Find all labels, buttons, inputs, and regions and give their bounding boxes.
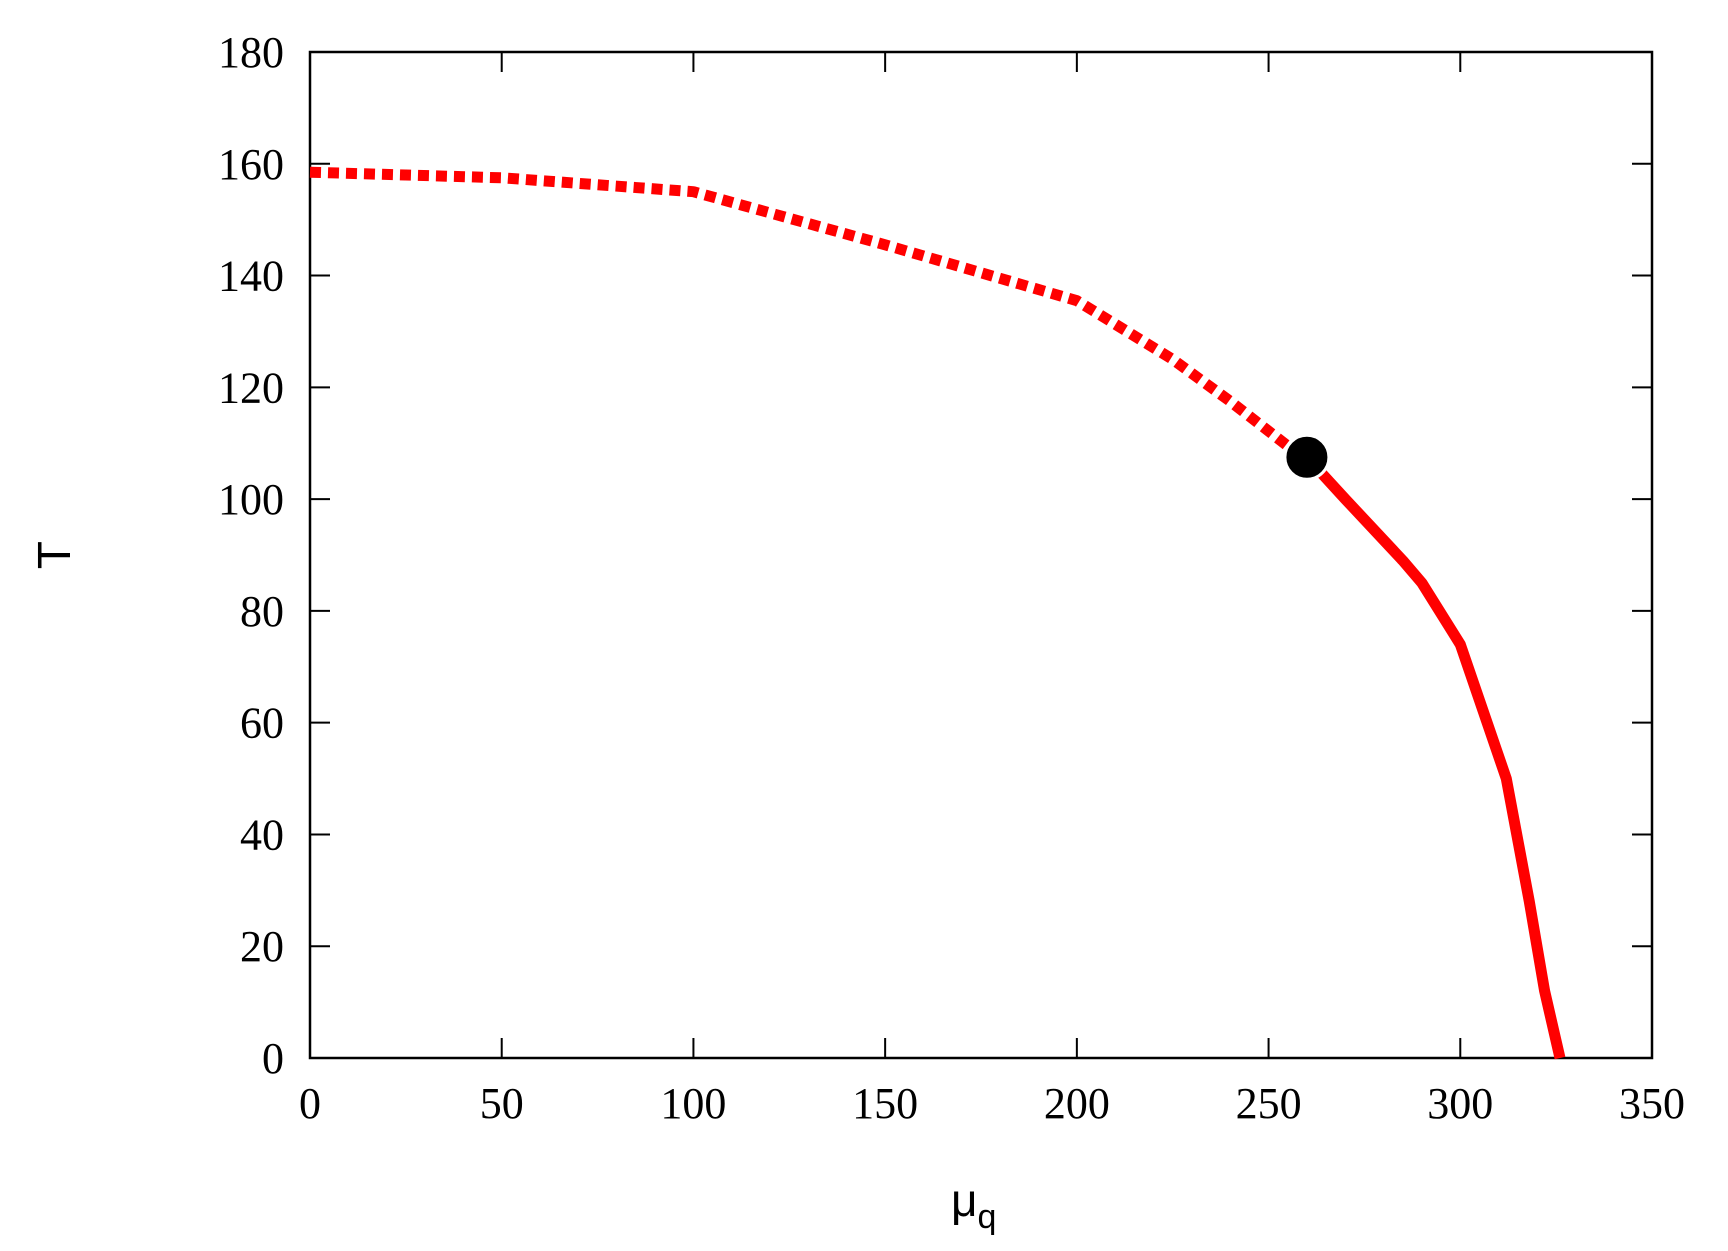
y-tick-label: 120: [218, 363, 284, 412]
y-tick-label: 160: [218, 140, 284, 189]
plot-frame: [308, 50, 1654, 1060]
crossover-line-dashed: [309, 166, 1310, 462]
first-order-line-solid: [1302, 453, 1566, 1060]
x-axis-title-subscript: q: [978, 1198, 997, 1236]
y-tick-label: 140: [218, 252, 284, 301]
x-axis-title-main: μ: [951, 1174, 978, 1226]
x-tick-label: 300: [1427, 1079, 1493, 1128]
x-axis-title: μq: [951, 1174, 996, 1236]
series-layer: [309, 166, 1566, 1060]
x-tick-label: 100: [660, 1079, 726, 1128]
marker-layer: [1283, 433, 1331, 481]
x-tick-label: 200: [1044, 1079, 1110, 1128]
y-tick-label: 20: [240, 922, 284, 971]
x-tick-label: 150: [852, 1079, 918, 1128]
x-tick-label: 0: [299, 1079, 321, 1128]
x-tick-label: 250: [1236, 1079, 1302, 1128]
x-tick-label: 50: [480, 1079, 524, 1128]
y-tick-label: 180: [218, 28, 284, 77]
x-tick-label: 350: [1619, 1079, 1685, 1128]
y-tick-label: 40: [240, 810, 284, 859]
y-tick-label: 60: [240, 699, 284, 748]
labels-layer: 0 50 100 150 200 250 300 350 0 20 40 60 80 100 120 140 1…: [28, 28, 1685, 1236]
y-tick-label: 80: [240, 587, 284, 636]
y-axis-title: T: [28, 541, 80, 569]
critical-point-marker: [1283, 433, 1331, 481]
axes: [308, 50, 1654, 1060]
y-tick-label: 0: [262, 1034, 284, 1083]
y-tick-label: 100: [218, 475, 284, 524]
